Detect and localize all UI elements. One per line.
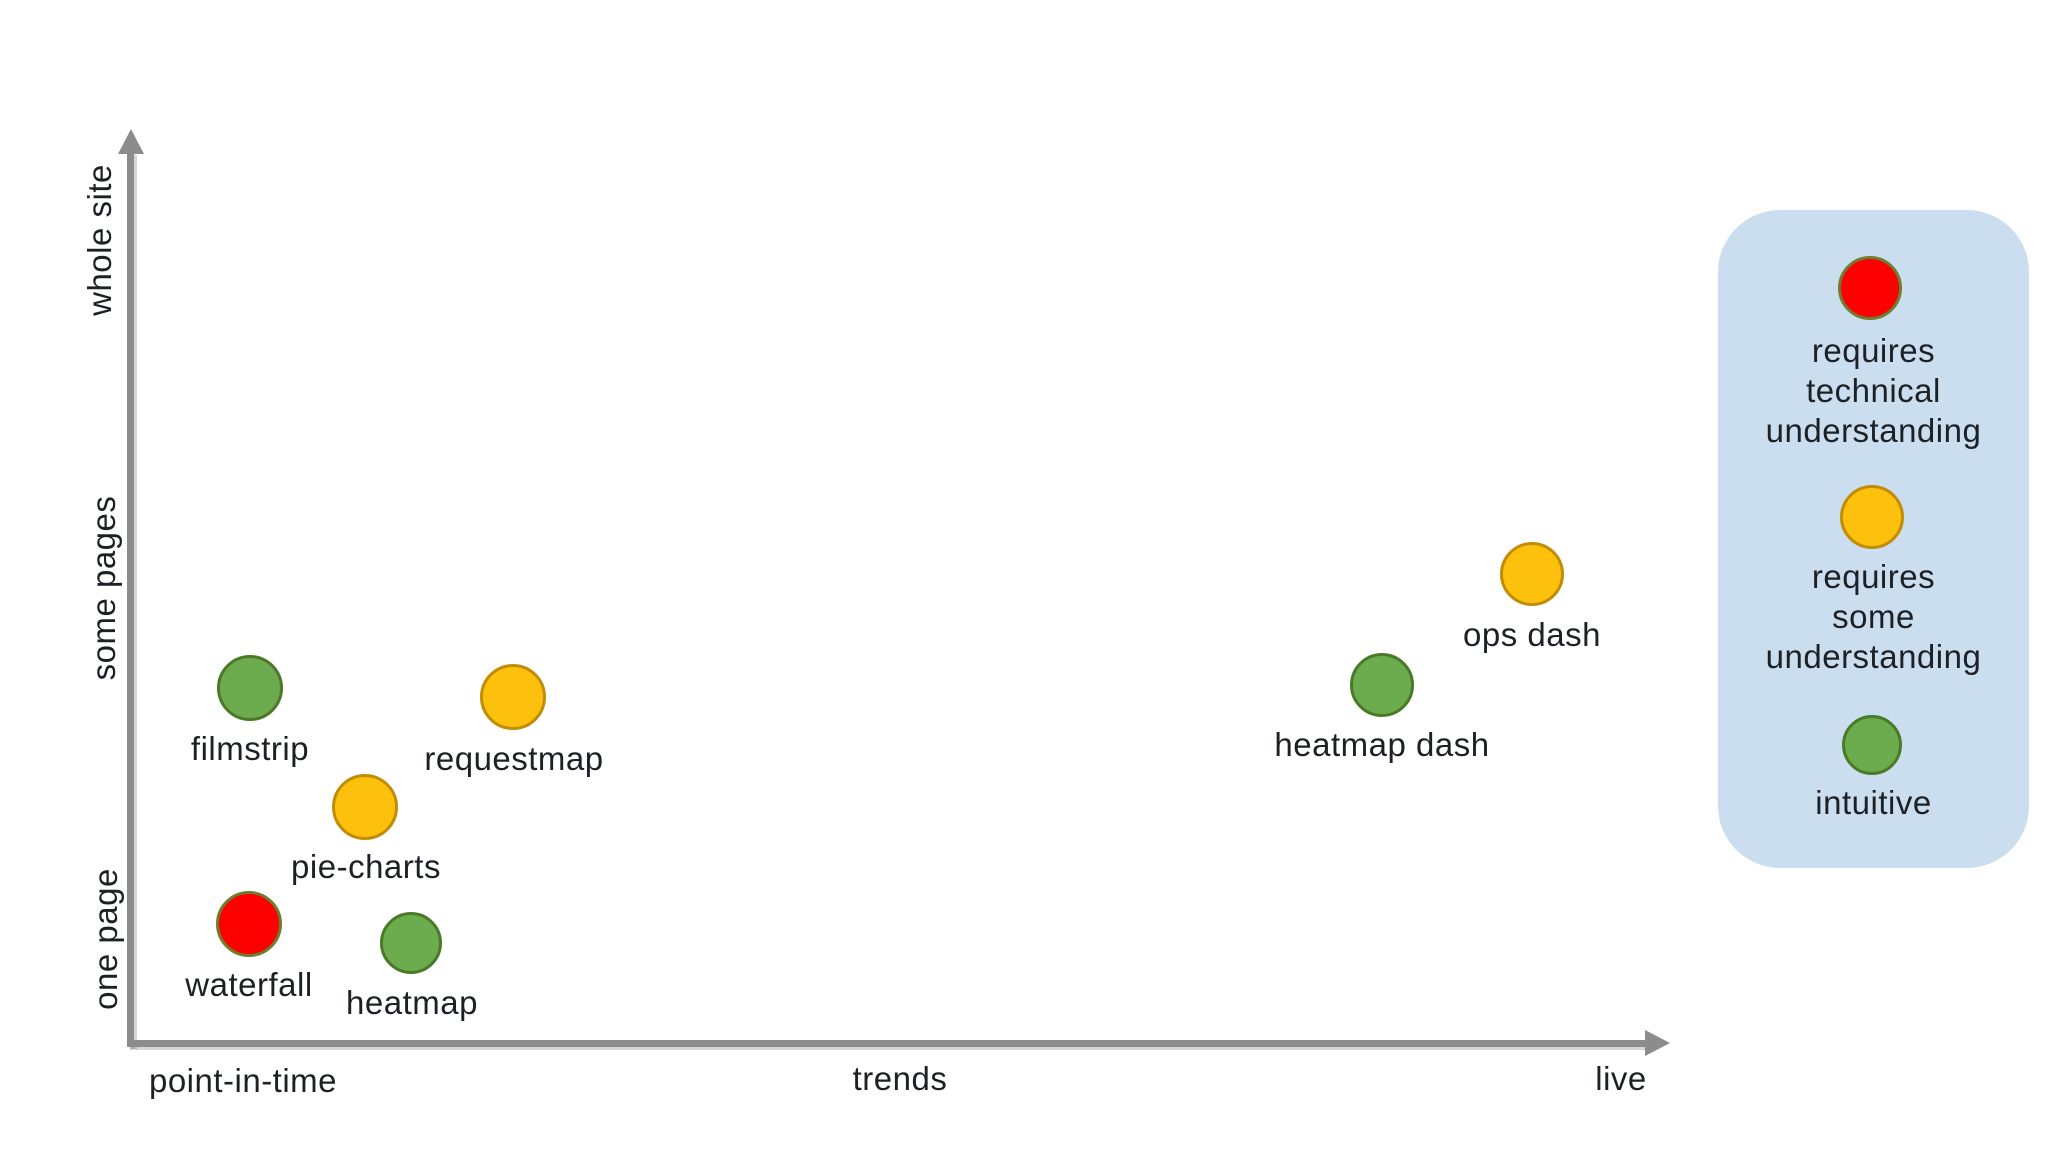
x-tick-point-in-time: point-in-time <box>148 1062 338 1099</box>
point-label-pie-charts: pie-charts <box>291 848 441 885</box>
point-label-heatmap-dash: heatmap dash <box>1274 726 1490 763</box>
x-tick-trends: trends <box>852 1060 948 1097</box>
legend-label-intuitive: intuitive <box>1815 784 1932 821</box>
legend-label-requires-technical: requires technical understanding <box>1765 332 1982 449</box>
x-tick-live: live <box>1595 1060 1647 1097</box>
legend-dot-red-icon <box>1838 256 1902 320</box>
point-heatmap <box>380 912 442 974</box>
point-label-heatmap: heatmap <box>346 984 478 1021</box>
point-filmstrip <box>217 655 283 721</box>
point-heatmap-dash <box>1350 653 1414 717</box>
y-tick-some-pages: some pages <box>85 495 122 681</box>
legend-dot-yellow-icon <box>1840 485 1904 549</box>
y-tick-one-page: one page <box>87 868 124 1010</box>
point-label-filmstrip: filmstrip <box>190 730 310 767</box>
point-ops-dash <box>1500 542 1564 606</box>
point-label-requestmap: requestmap <box>424 740 604 777</box>
legend-label-requires-some: requires some understanding <box>1765 558 1982 675</box>
point-label-waterfall: waterfall <box>185 966 313 1003</box>
legend: requires technical understanding require… <box>1718 210 2029 868</box>
point-pie-charts <box>332 774 398 840</box>
point-label-ops-dash: ops dash <box>1463 616 1601 653</box>
y-tick-whole-site: whole site <box>81 164 118 316</box>
point-waterfall <box>216 891 282 957</box>
point-requestmap <box>480 664 546 730</box>
y-axis-line <box>127 152 134 1046</box>
x-axis-arrowhead-icon <box>1645 1030 1670 1056</box>
y-axis-arrowhead-icon <box>118 129 144 154</box>
x-axis-line <box>127 1040 1648 1047</box>
legend-dot-green-icon <box>1842 715 1902 775</box>
